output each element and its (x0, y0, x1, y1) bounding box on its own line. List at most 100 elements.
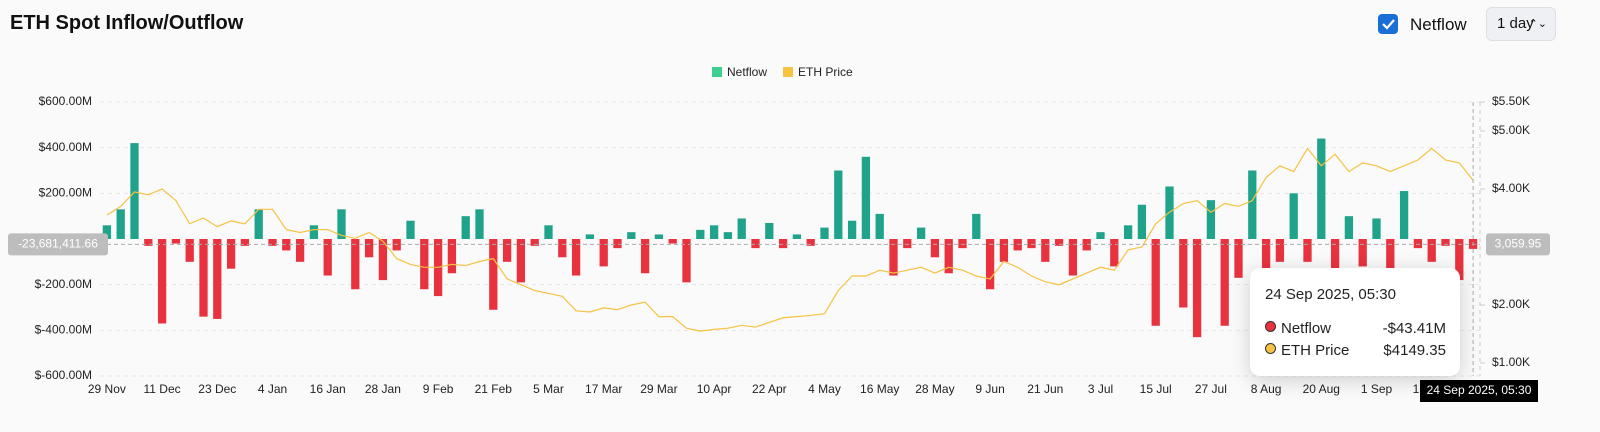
bar (1123, 225, 1133, 239)
tooltip-name: Netflow (1281, 320, 1332, 337)
y2-tick-label: $2.00K (1492, 297, 1530, 311)
bar (1441, 239, 1450, 246)
bar (1399, 191, 1409, 239)
y-tick-label: $200.00M (39, 186, 92, 200)
bar (558, 239, 567, 258)
x-tick-label: 17 Mar (585, 382, 622, 396)
y-tick-label: $-200.00M (35, 277, 92, 291)
bar (502, 239, 512, 262)
y-tick-label: $-600.00M (35, 368, 92, 382)
interval-select[interactable]: 1 day ⌃⌄ (1486, 7, 1556, 41)
tooltip-dot (1265, 321, 1276, 332)
bar (916, 227, 926, 239)
x-tick-label: 28 May (915, 382, 954, 396)
select-arrows: ⌃⌄ (1528, 18, 1547, 30)
bar (709, 225, 719, 239)
bar (1206, 200, 1216, 239)
page-title: ETH Spot Inflow/Outflow (10, 12, 244, 34)
bar (1137, 204, 1147, 239)
bar (1427, 239, 1436, 262)
bar (889, 239, 898, 276)
bar (309, 225, 319, 239)
legend-label: ETH Price (798, 65, 853, 79)
tooltip: 24 Sep 2025, 05:30 Netflow -$43.41M ETH P… (1250, 268, 1460, 376)
x-tick-label: 20 Aug (1303, 382, 1340, 396)
bar (337, 209, 346, 239)
bar (1096, 232, 1105, 239)
y2-tick-label: $5.50K (1492, 94, 1530, 108)
bar (585, 234, 595, 239)
bar (254, 209, 263, 239)
x-tick-label: 9 Feb (423, 382, 454, 396)
x-tick-label: 29 Nov (88, 382, 126, 396)
bar (820, 227, 829, 239)
tooltip-title: 24 Sep 2025, 05:30 (1265, 286, 1396, 303)
bar (751, 239, 760, 249)
x-tick-label: 23 Dec (198, 382, 236, 396)
bar (1303, 239, 1312, 262)
y-tick-label: $-400.00M (35, 323, 92, 337)
bar (240, 239, 250, 246)
bar (930, 239, 940, 258)
x-tick-label: 27 Jul (1195, 382, 1227, 396)
tooltip-dot (1265, 343, 1276, 354)
legend-swatch (783, 67, 794, 77)
bar (1151, 239, 1160, 326)
legend-swatch (712, 67, 722, 77)
x-tick-label: 4 May (808, 382, 841, 396)
bar (834, 170, 843, 239)
x-tick-label: 16 May (860, 382, 899, 396)
bar (654, 234, 664, 239)
bar (847, 220, 857, 239)
bar (1192, 239, 1202, 338)
x-tick-label: 28 Jan (365, 382, 401, 396)
bar (530, 239, 539, 246)
bar (1054, 239, 1064, 246)
x-tick-label: 1 Sep (1361, 382, 1393, 396)
bar (199, 239, 208, 317)
bar (420, 239, 429, 290)
bar (116, 209, 125, 239)
x-tick-label: 22 Apr (752, 382, 787, 396)
bar (171, 239, 181, 244)
bar (1027, 239, 1036, 249)
bar (282, 239, 291, 251)
bar (295, 239, 305, 262)
checkbox-label[interactable]: Netflow (1410, 15, 1467, 34)
bar (1358, 239, 1367, 267)
crosshair-y-label: -23,681,411.66 (18, 237, 98, 251)
x-tick-label: 5 Mar (533, 382, 564, 396)
x-tick-label: 10 Apr (697, 382, 732, 396)
bar (972, 213, 981, 239)
tooltip-value: $4149.35 (1383, 342, 1446, 359)
bar (806, 239, 815, 246)
bar (903, 239, 912, 249)
bar (737, 218, 746, 239)
bar (1110, 239, 1119, 267)
bar (1234, 239, 1243, 278)
bar (1179, 239, 1188, 308)
bar (475, 209, 484, 239)
x-tick-label: 15 Jul (1140, 382, 1172, 396)
bar (213, 239, 222, 319)
crosshair-x-box (1420, 380, 1538, 402)
x-tick-label: 21 Jun (1027, 382, 1063, 396)
bar (668, 239, 677, 244)
bar (861, 156, 871, 239)
bar (1386, 239, 1395, 281)
check-icon (1382, 19, 1395, 30)
bar (323, 239, 332, 276)
price-line (106, 147, 1474, 332)
legend-label: Netflow (727, 65, 767, 79)
bar (1082, 239, 1091, 251)
bar (544, 225, 553, 239)
bar (696, 229, 705, 239)
netflow-checkbox[interactable] (1378, 14, 1398, 34)
bar (447, 239, 457, 274)
bar (102, 225, 112, 239)
bar (613, 239, 622, 249)
x-tick-label: 11 Dec (144, 382, 181, 396)
bar (1289, 193, 1298, 239)
